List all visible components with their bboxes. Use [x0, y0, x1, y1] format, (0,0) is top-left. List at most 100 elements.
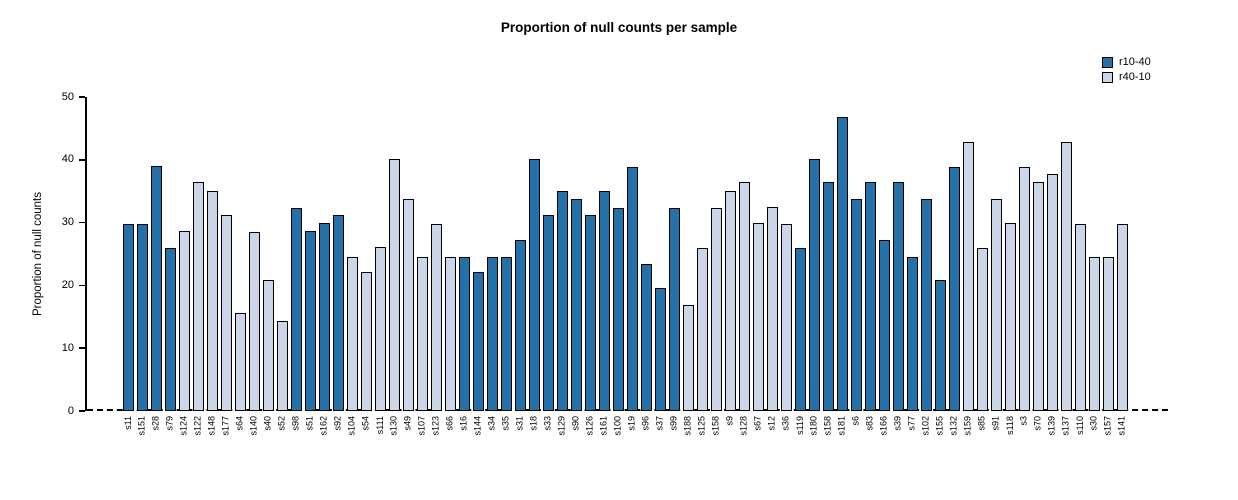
x-axis-label: s31: [513, 411, 527, 471]
bar-s34: [486, 257, 498, 411]
bar-s123: [430, 223, 442, 411]
x-axis-label-text: s100: [613, 416, 623, 436]
bar-s126: [584, 215, 596, 411]
bar-s70: [1032, 182, 1044, 411]
x-axis-label-text: s132: [949, 416, 959, 436]
bar-column: s16: [457, 97, 471, 431]
bar-column: s119: [793, 97, 807, 435]
x-axis-label-text: s158: [823, 416, 833, 436]
bar-column: s30: [1087, 97, 1101, 431]
x-axis-label: s99: [667, 411, 681, 471]
x-axis-label-text: s137: [1061, 416, 1071, 436]
x-axis-label-text: s126: [585, 416, 595, 436]
bar-column: s180: [807, 97, 821, 436]
bar-s132: [948, 166, 960, 411]
x-axis-label: s77: [905, 411, 919, 471]
bar-s79: [164, 247, 176, 411]
x-axis-label: s79: [163, 411, 177, 471]
bar-s102: [920, 199, 932, 411]
bar-column: s155: [933, 97, 947, 436]
bar-s159: [962, 142, 974, 411]
x-axis-label: s159: [961, 411, 975, 471]
bar-s11: [122, 223, 134, 411]
x-axis-label-text: s122: [193, 416, 203, 436]
y-tick-mark: [79, 284, 85, 287]
bar-s158: [710, 207, 722, 411]
bar-s30: [1088, 257, 1100, 411]
x-axis-label: s158: [709, 411, 723, 471]
bar-column: s36: [779, 97, 793, 431]
bar-s28: [150, 166, 162, 411]
bar-s98: [290, 207, 302, 411]
x-axis-label-text: s151: [137, 416, 147, 436]
bar-column: s110: [1073, 97, 1087, 435]
bar-column: s35: [499, 97, 513, 431]
x-axis-label-text: s181: [837, 416, 847, 436]
bar-s141: [1116, 223, 1128, 411]
x-axis-label: s177: [219, 411, 233, 471]
x-axis-label-text: s98: [291, 416, 301, 431]
bar-s91: [990, 198, 1002, 411]
x-axis-label: s18: [527, 411, 541, 471]
x-axis-label-text: s91: [991, 416, 1001, 431]
x-axis-label-text: s31: [515, 416, 525, 431]
bar-column: s79: [163, 97, 177, 431]
bar-s129: [556, 191, 568, 411]
bar-column: s124: [177, 97, 191, 436]
bar-column: s6: [849, 97, 863, 426]
x-axis-label-text: s129: [557, 416, 567, 436]
bar-s16: [458, 257, 470, 411]
x-axis-label: s54: [359, 411, 373, 471]
x-axis-label: s166: [877, 411, 891, 471]
bar-column: s100: [611, 97, 625, 436]
x-axis-label-text: s110: [1075, 416, 1085, 435]
bar-s107: [416, 257, 428, 411]
y-tick-label: 30: [61, 216, 74, 229]
bar-s52: [276, 321, 288, 411]
x-axis-label-text: s161: [599, 416, 609, 436]
bar-column: s158: [821, 97, 835, 436]
legend: r10-40 r40-10: [1102, 56, 1151, 86]
x-axis-label-text: s64: [235, 416, 245, 431]
legend-item: r10-40: [1102, 56, 1151, 68]
x-axis-label-text: s16: [459, 416, 469, 431]
bar-column: s92: [331, 97, 345, 431]
bar-s158: [822, 182, 834, 411]
x-axis-label-text: s148: [207, 416, 217, 436]
bar-s12: [766, 206, 778, 411]
x-axis-label-text: s85: [977, 416, 987, 431]
x-axis-label-text: s180: [809, 416, 819, 436]
x-axis-label-text: s30: [1089, 416, 1099, 431]
bar-s110: [1074, 223, 1086, 411]
x-axis-label: s132: [947, 411, 961, 471]
bar-s118: [1004, 223, 1016, 411]
bar-s148: [206, 191, 218, 411]
bar-s40: [262, 280, 274, 411]
x-axis-label-text: s118: [1005, 416, 1015, 435]
bar-column: s3: [1017, 97, 1031, 426]
bar-s31: [514, 239, 526, 411]
bar-column: s49: [401, 97, 415, 431]
x-axis-label-text: s125: [697, 416, 707, 436]
x-axis-label: s157: [1101, 411, 1115, 471]
x-axis-label-text: s119: [795, 416, 805, 435]
bar-column: s91: [989, 97, 1003, 431]
x-axis-label-text: s90: [571, 416, 581, 431]
x-axis-label: s158: [821, 411, 835, 471]
y-tick-label: 40: [61, 153, 74, 166]
bar-column: s159: [961, 97, 975, 436]
x-axis-label-text: s166: [879, 416, 889, 436]
bar-s66: [444, 257, 456, 411]
y-axis-title: Proportion of null counts: [32, 191, 44, 317]
x-axis-label: s155: [933, 411, 947, 471]
bar-column: s102: [919, 97, 933, 436]
bar-s83: [864, 182, 876, 411]
x-axis-label: s64: [233, 411, 247, 471]
x-axis-label: s96: [639, 411, 653, 471]
x-axis-label: s91: [989, 411, 1003, 471]
x-axis-label-text: s96: [641, 416, 651, 431]
y-tick-label: 20: [61, 278, 74, 291]
bar-column: s12: [765, 97, 779, 431]
bar-s100: [612, 207, 624, 411]
